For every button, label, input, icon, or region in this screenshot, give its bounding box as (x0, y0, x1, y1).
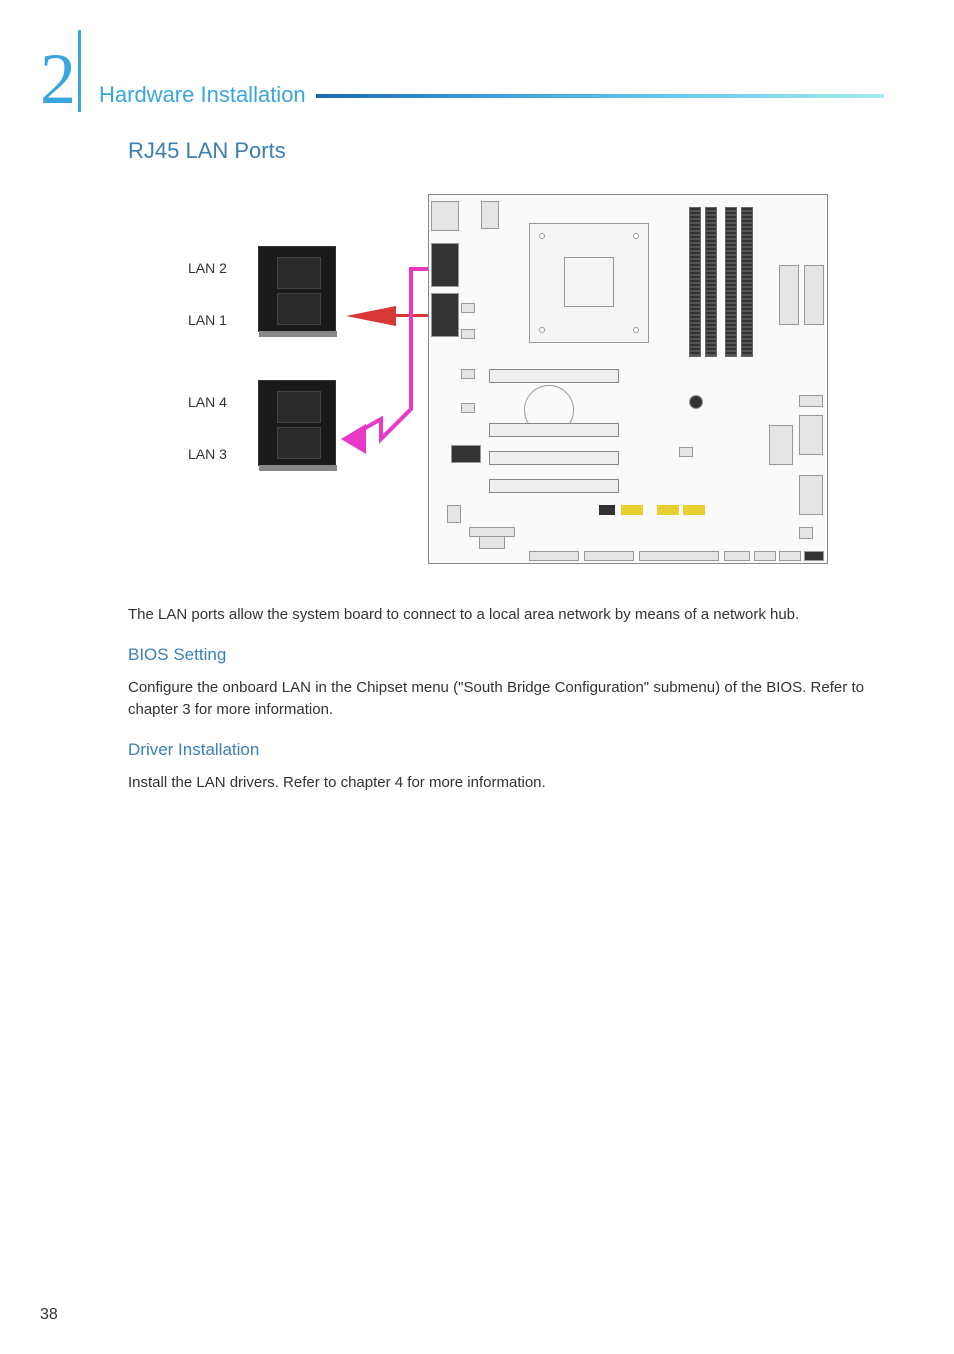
edge-pins (754, 551, 776, 561)
page-number: 38 (40, 1306, 58, 1324)
pcie-slot (489, 369, 619, 383)
header-block (799, 475, 823, 515)
chapter-number: 2 (40, 47, 76, 112)
bios-paragraph: Configure the onboard LAN in the Chipset… (128, 677, 864, 722)
driver-paragraph: Install the LAN drivers. Refer to chapte… (128, 772, 864, 795)
chip (461, 369, 475, 379)
header-divider (78, 30, 81, 112)
mount-hole (633, 233, 639, 239)
mount-hole (539, 327, 545, 333)
edge-pins (639, 551, 719, 561)
motherboard-diagram: LAN 2 LAN 1 LAN 4 LAN 3 (128, 194, 884, 564)
sata-block-2 (769, 425, 793, 465)
chip (679, 447, 693, 457)
label-lan3: LAN 3 (188, 446, 227, 462)
mount-hole (539, 233, 545, 239)
header-yellow (683, 505, 705, 515)
header-pins (599, 505, 615, 515)
battery (689, 395, 703, 409)
label-lan1: LAN 1 (188, 312, 227, 328)
section-title: RJ45 LAN Ports (128, 138, 884, 164)
header-yellow (621, 505, 643, 515)
header-gradient-line (316, 94, 884, 98)
chapter-header: 2 Hardware Installation (40, 30, 884, 112)
pcie-slot (489, 423, 619, 437)
ram-slot (705, 207, 717, 357)
edge-pins (529, 551, 579, 561)
edge-pins (584, 551, 634, 561)
label-lan2: LAN 2 (188, 260, 227, 276)
port-module-bottom (258, 380, 336, 466)
io-block (431, 201, 459, 231)
chip (799, 527, 813, 539)
ram-slot (689, 207, 701, 357)
io-lan-block-2 (431, 293, 459, 337)
title-wrap: Hardware Installation (99, 82, 884, 112)
driver-heading: Driver Installation (128, 740, 884, 760)
ram-slot (741, 207, 753, 357)
atx-power (779, 265, 799, 325)
port-module-top (258, 246, 336, 332)
bios-heading: BIOS Setting (128, 645, 884, 665)
sata-block (799, 415, 823, 455)
port-base (259, 465, 337, 471)
chip (461, 329, 475, 339)
atx-connector (481, 201, 499, 229)
intro-paragraph: The LAN ports allow the system board to … (128, 604, 864, 627)
motherboard-outline (428, 194, 828, 564)
chip-large (451, 445, 481, 463)
edge-pins (469, 527, 515, 537)
cpu-socket-inner (564, 257, 614, 307)
pcie-slot (489, 451, 619, 465)
atx-power-2 (804, 265, 824, 325)
chip (461, 303, 475, 313)
header (799, 395, 823, 407)
chip (447, 505, 461, 523)
pcie-slot (489, 479, 619, 493)
mount-hole (633, 327, 639, 333)
port-base (259, 331, 337, 337)
io-lan-block-1 (431, 243, 459, 287)
edge-pins (724, 551, 750, 561)
label-lan4: LAN 4 (188, 394, 227, 410)
chip (461, 403, 475, 413)
chapter-title: Hardware Installation (99, 82, 306, 108)
edge-pins (779, 551, 801, 561)
header-yellow (657, 505, 679, 515)
ram-slot (725, 207, 737, 357)
edge-pins-dark (804, 551, 824, 561)
